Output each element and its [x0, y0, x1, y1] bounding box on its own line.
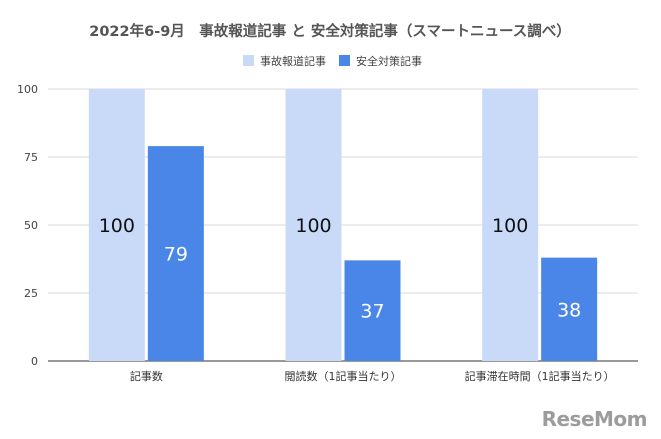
gridlines [48, 88, 638, 362]
data-label: 38 [557, 299, 581, 321]
data-label: 100 [99, 215, 135, 237]
bar-safety-1 [344, 260, 401, 361]
y-axis: 0 25 50 75 100 [17, 83, 38, 368]
y-tick-label: 75 [24, 151, 38, 164]
chart-title: 2022年6-9月 事故報道記事 と 安全対策記事（スマートニュース調べ） [89, 22, 571, 40]
legend-swatch [339, 55, 350, 66]
category-label: 記事滞在時間（1記事当たり） [465, 369, 615, 383]
data-label: 37 [360, 301, 384, 323]
resemom-logo: ReseMom [541, 407, 648, 431]
legend-label: 安全対策記事 [356, 54, 422, 68]
legend: 事故報道記事 安全対策記事 [243, 54, 422, 68]
x-axis: 記事数 閲読数（1記事当たり） 記事滞在時間（1記事当たり） [130, 369, 615, 383]
y-tick-label: 50 [24, 219, 38, 232]
y-tick-label: 25 [24, 287, 38, 300]
data-labels: 100 79 100 37 100 38 [99, 215, 582, 323]
bar-accident-1 [285, 89, 342, 361]
category-label: 記事数 [130, 369, 163, 383]
bar-safety-2 [541, 257, 598, 361]
bar-accident-0 [88, 89, 145, 361]
y-tick-label: 0 [31, 355, 38, 368]
data-label: 79 [164, 244, 188, 266]
data-label: 100 [295, 215, 331, 237]
bar-accident-2 [482, 89, 539, 361]
category-label: 閲読数（1記事当たり） [285, 369, 402, 383]
legend-swatch [243, 55, 254, 66]
legend-label: 事故報道記事 [260, 54, 326, 68]
data-label: 100 [492, 215, 528, 237]
y-tick-label: 100 [17, 83, 38, 96]
bars [88, 89, 598, 361]
bar-safety-0 [147, 146, 204, 361]
